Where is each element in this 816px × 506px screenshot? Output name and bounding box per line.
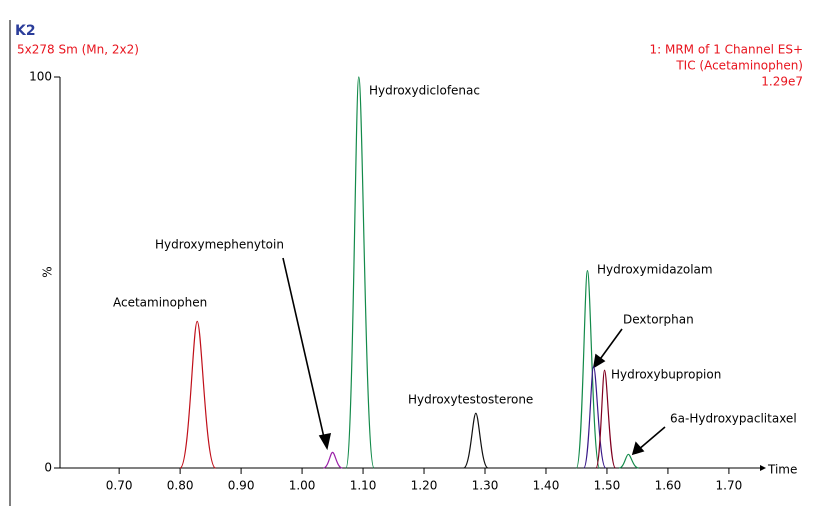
peak bbox=[575, 269, 601, 469]
y-tick-label: 0 bbox=[44, 461, 52, 475]
peak-label: Hydroxymephenytoin bbox=[155, 238, 284, 252]
x-tick-label: 0.90 bbox=[228, 479, 255, 493]
arrow bbox=[282, 257, 326, 443]
annotation: 1.29e7 bbox=[761, 75, 803, 89]
arrow-head bbox=[318, 432, 332, 451]
peak-label: Hydroxydiclofenac bbox=[369, 84, 480, 98]
arrow bbox=[637, 426, 666, 451]
x-axis-label: Time bbox=[767, 463, 797, 477]
peak-label: 6a-Hydroxypaclitaxel bbox=[670, 412, 797, 426]
x-tick-label: 1.30 bbox=[472, 479, 499, 493]
x-tick-label: 1.10 bbox=[350, 479, 377, 493]
peak bbox=[463, 412, 489, 469]
arrow-head bbox=[631, 441, 645, 456]
chart-subtitle: 5x278 Sm (Mn, 2x2) bbox=[17, 43, 139, 57]
x-tick-label: 1.40 bbox=[533, 479, 560, 493]
annotation: 1: MRM of 1 Channel ES+ bbox=[649, 43, 803, 57]
peak-label: Hydroxymidazolam bbox=[597, 263, 713, 277]
peak bbox=[595, 369, 617, 469]
annotation: TIC (Acetaminophen) bbox=[675, 59, 803, 73]
x-tick-label: 1.50 bbox=[594, 479, 621, 493]
y-tick-label: 100 bbox=[29, 70, 52, 84]
chart-title: K2 bbox=[15, 23, 36, 39]
x-tick-label: 0.70 bbox=[106, 479, 133, 493]
arrow-head bbox=[592, 353, 606, 369]
x-tick-label: 1.00 bbox=[289, 479, 316, 493]
peak bbox=[323, 451, 343, 469]
arrows bbox=[282, 257, 666, 456]
peak bbox=[618, 453, 639, 469]
x-tick-label: 0.80 bbox=[167, 479, 194, 493]
peak-label: Dextorphan bbox=[623, 313, 694, 327]
peak bbox=[583, 365, 607, 469]
x-axis-arrow bbox=[760, 465, 766, 471]
x-tick-label: 1.20 bbox=[411, 479, 438, 493]
peak-label: Hydroxybupropion bbox=[611, 368, 721, 382]
peak-label: Hydroxytestosterone bbox=[408, 393, 533, 407]
arrow bbox=[597, 328, 623, 363]
x-tick-label: 1.70 bbox=[716, 479, 743, 493]
x-tick-label: 1.60 bbox=[655, 479, 682, 493]
peak-label: Acetaminophen bbox=[113, 296, 207, 310]
y-axis-label: % bbox=[41, 266, 55, 277]
peak bbox=[179, 320, 217, 469]
peak bbox=[345, 76, 375, 469]
